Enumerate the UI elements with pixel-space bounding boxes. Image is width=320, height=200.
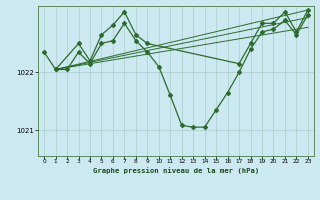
X-axis label: Graphe pression niveau de la mer (hPa): Graphe pression niveau de la mer (hPa) [93,167,259,174]
